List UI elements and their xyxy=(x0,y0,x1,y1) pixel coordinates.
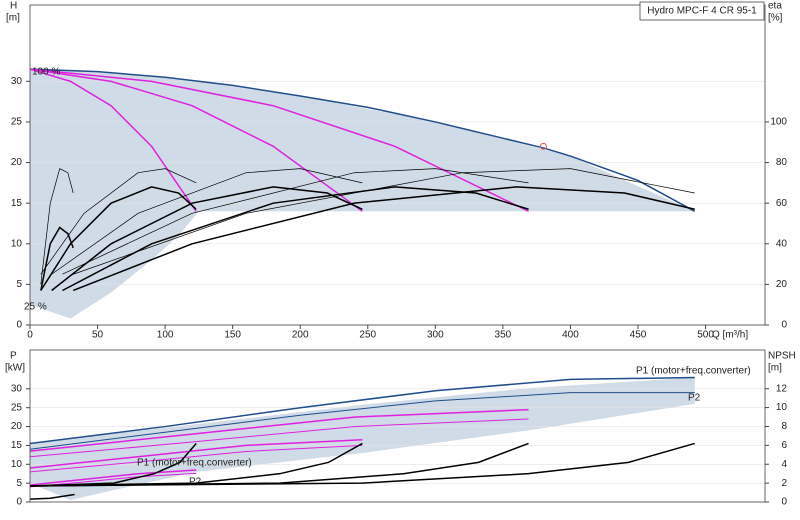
x-tick-label: 400 xyxy=(562,330,579,341)
curve xyxy=(40,168,197,275)
x-tick-label: 150 xyxy=(224,330,241,341)
title-box xyxy=(639,1,765,21)
curve xyxy=(29,442,197,487)
plot-frame xyxy=(29,4,766,326)
y2-tick-label: 2 xyxy=(781,478,787,489)
marker xyxy=(539,142,547,150)
curve xyxy=(29,493,75,500)
y-tick-label: 5 xyxy=(16,279,22,290)
y2-tick-label: 4 xyxy=(781,459,787,470)
axis-label: [m] xyxy=(6,13,20,24)
y2-tick-label: 80 xyxy=(776,157,788,168)
y-tick-label: 10 xyxy=(11,238,23,249)
curve xyxy=(29,442,695,487)
y2-tick-label: 8 xyxy=(781,421,787,432)
y2-tick-label: 60 xyxy=(776,198,788,209)
y-tick-label: 15 xyxy=(11,198,23,209)
x-tick-label: 500 xyxy=(697,330,714,341)
y2-tick-label: 0 xyxy=(781,320,787,331)
curve xyxy=(29,439,363,469)
curve xyxy=(29,376,695,445)
curve xyxy=(73,168,695,275)
y2-tick-label: 12 xyxy=(776,383,788,394)
x-tick-label: 0 xyxy=(27,330,33,341)
axis-label: NPSH xyxy=(768,351,796,362)
y-tick-label: 0 xyxy=(16,497,22,508)
curve xyxy=(29,444,363,473)
y2-tick-label: 0 xyxy=(781,497,787,508)
curve xyxy=(40,186,197,291)
y2-tick-label: 100 xyxy=(770,117,787,128)
y2-tick-label: 6 xyxy=(781,440,787,451)
curve xyxy=(40,168,74,285)
x-axis-label: Q [m³/h] xyxy=(712,330,748,341)
annotation: P2 xyxy=(189,477,202,488)
x-tick-label: 200 xyxy=(292,330,309,341)
chart-title: Hydro MPC-F 4 CR 95-1 xyxy=(647,6,757,17)
y2-tick-label: 40 xyxy=(776,238,788,249)
curve xyxy=(29,68,197,212)
annotation: P1 (motor+freq.converter) xyxy=(636,366,751,377)
axis-label: [%] xyxy=(768,13,783,24)
y-tick-label: 25 xyxy=(11,402,23,413)
x-tick-label: 50 xyxy=(92,330,104,341)
curve xyxy=(29,469,197,486)
y2-tick-label: 10 xyxy=(776,402,788,413)
curve xyxy=(29,68,529,212)
annotation: 100 % xyxy=(32,67,60,78)
curve xyxy=(29,392,695,450)
y-tick-label: 15 xyxy=(11,440,23,451)
y-tick-label: 25 xyxy=(11,117,23,128)
annotation: P1 (motor+freq.converter) xyxy=(137,458,252,469)
curve xyxy=(51,168,363,275)
curve xyxy=(29,418,529,458)
x-tick-label: 250 xyxy=(359,330,376,341)
axis-label: H xyxy=(10,1,17,12)
x-tick-label: 450 xyxy=(630,330,647,341)
axis-label: P xyxy=(10,351,17,362)
x-tick-label: 350 xyxy=(495,330,512,341)
annotation: P2 xyxy=(688,393,701,404)
curve xyxy=(29,68,363,212)
x-tick-label: 300 xyxy=(427,330,444,341)
y2-tick-label: 20 xyxy=(776,279,788,290)
y-tick-label: 30 xyxy=(11,383,23,394)
y-tick-label: 5 xyxy=(16,478,22,489)
x-tick-label: 100 xyxy=(157,330,174,341)
axis-label: [m] xyxy=(768,363,782,374)
y-tick-label: 10 xyxy=(11,459,23,470)
y-tick-label: 20 xyxy=(11,157,23,168)
y-tick-label: 0 xyxy=(16,320,22,331)
operating-area xyxy=(30,377,695,501)
axis-label: [kW] xyxy=(5,363,25,374)
operating-area xyxy=(30,69,695,319)
y-tick-label: 20 xyxy=(11,421,23,432)
y-tick-label: 30 xyxy=(11,76,23,87)
curve xyxy=(72,186,695,292)
curve xyxy=(29,68,696,212)
curve xyxy=(62,168,529,275)
curve xyxy=(40,226,74,291)
annotation: 25 % xyxy=(24,302,47,313)
axis-label: eta xyxy=(768,1,782,12)
curve xyxy=(29,408,529,452)
